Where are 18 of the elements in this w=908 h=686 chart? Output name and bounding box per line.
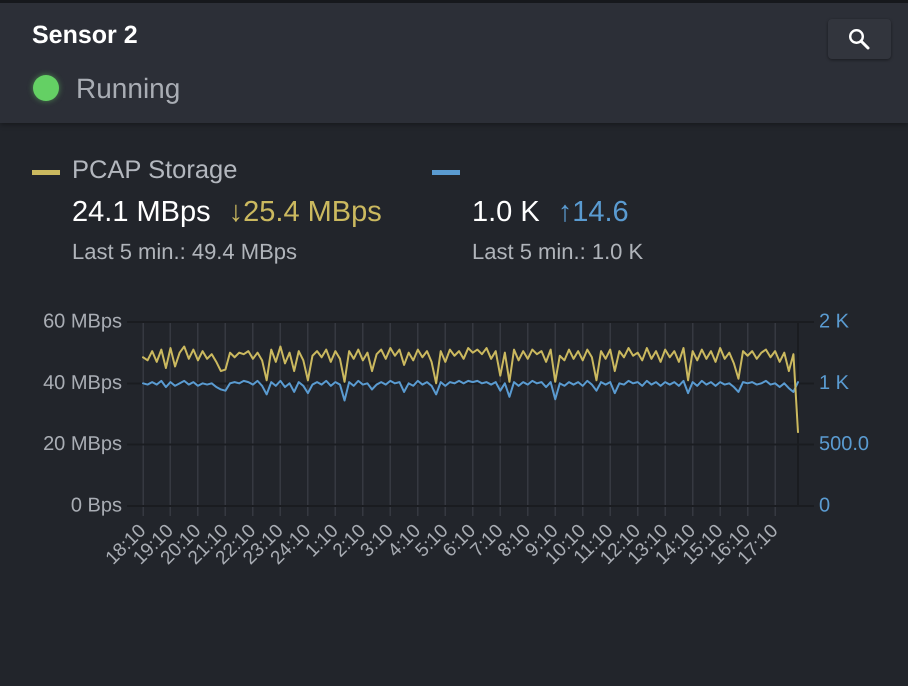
y2-tick-label: 0 [819,494,830,517]
text: 24.1 MBps [72,196,211,228]
chart-subtitle: Running [76,73,180,105]
text: 1.0 K [472,196,540,228]
y2-tick-label: 500.0 [819,433,870,456]
text: ↓25.4 MBps [228,196,382,228]
y-tick-label: 20 MBps [43,433,122,456]
chart-title: Sensor 2 [32,21,138,50]
y2-tick-label: 2 K [819,310,850,333]
text: Last 5 min.: 1.0 K [472,239,644,265]
y2-tick-label: 1 K [819,372,850,394]
text: Last 5 min.: 49.4 MBps [72,239,297,265]
legend-label: PCAP Storage [72,156,238,185]
search-button[interactable] [828,19,891,59]
y-tick-label: 40 MBps [43,372,122,394]
text: ↑14.6 [558,196,629,228]
y-tick-label: 0 Bps [70,494,122,517]
y-tick-label: 60 MBps [43,310,122,333]
